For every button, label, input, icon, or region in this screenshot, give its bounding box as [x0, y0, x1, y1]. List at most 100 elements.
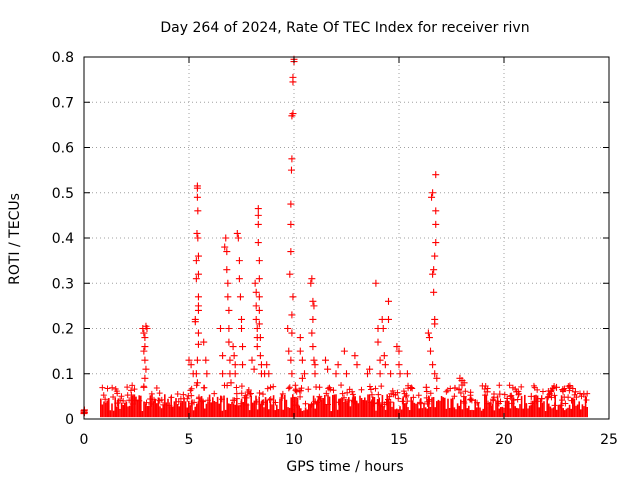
band-marker [410, 394, 417, 401]
data-point-marker [193, 193, 201, 201]
x-tick-label: 10 [285, 432, 303, 448]
data-points [80, 55, 588, 418]
band-marker [378, 383, 385, 390]
band-marker [211, 390, 218, 397]
data-point-marker [226, 356, 234, 364]
data-point-marker [236, 293, 244, 301]
band-marker [267, 395, 274, 402]
band-marker [124, 392, 131, 399]
band-marker [390, 391, 397, 398]
data-point-marker [289, 73, 297, 81]
band-marker [297, 393, 304, 400]
band-marker [551, 402, 558, 409]
band-marker [264, 385, 271, 392]
band-marker [270, 383, 277, 390]
band-marker [389, 387, 396, 394]
band-marker [423, 394, 430, 401]
data-point-marker [225, 325, 233, 332]
data-point-marker [381, 361, 389, 369]
band-marker [200, 398, 207, 405]
data-point-marker [288, 370, 296, 378]
data-point-marker [308, 275, 316, 283]
data-point-marker [194, 207, 202, 215]
band-marker [565, 394, 572, 401]
data-point-marker [372, 279, 380, 287]
data-point-marker [254, 220, 262, 228]
band-marker [583, 397, 590, 404]
data-point-marker [380, 352, 388, 360]
data-point-marker [296, 334, 304, 342]
band-marker [117, 397, 124, 404]
band-marker [143, 399, 150, 406]
data-point-marker [192, 275, 200, 283]
data-point-marker [430, 266, 438, 274]
band-marker [400, 388, 407, 395]
band-marker [408, 384, 415, 391]
band-marker [253, 398, 260, 405]
band-marker [147, 395, 154, 402]
band-marker [153, 384, 160, 391]
band-marker [417, 400, 424, 407]
data-point-marker [254, 239, 262, 247]
band-marker [131, 386, 138, 393]
axis-ticks [83, 56, 610, 420]
band-marker [233, 395, 240, 402]
data-point-marker [364, 370, 371, 378]
band-marker [245, 387, 252, 394]
band-marker [534, 386, 541, 393]
band-marker [457, 389, 464, 396]
band-marker [474, 399, 481, 406]
band-marker [539, 388, 546, 395]
baseline-band [99, 382, 591, 418]
band-marker [349, 388, 356, 395]
band-marker [160, 401, 167, 408]
data-point-marker [351, 352, 359, 360]
band-marker [534, 398, 541, 405]
data-point-marker [141, 343, 149, 351]
band-marker [104, 385, 111, 392]
data-point-marker [223, 248, 231, 256]
data-point-marker [235, 275, 243, 283]
band-marker [175, 398, 182, 405]
data-point-marker [353, 361, 361, 369]
band-marker [372, 385, 379, 392]
data-point-marker [194, 234, 202, 242]
data-point-marker [310, 356, 318, 364]
band-marker [312, 398, 319, 405]
band-marker [99, 384, 106, 391]
band-marker [456, 386, 463, 393]
data-point-marker [429, 361, 437, 369]
data-point-marker [222, 234, 230, 242]
data-point-marker [253, 343, 261, 351]
data-point-marker [385, 297, 392, 305]
data-point-marker [251, 279, 259, 287]
data-point-marker [289, 110, 297, 118]
band-marker [325, 385, 332, 392]
band-marker [266, 397, 273, 404]
band-marker [110, 394, 117, 401]
data-point-marker [224, 279, 232, 287]
band-marker [367, 386, 374, 393]
band-marker [461, 399, 468, 406]
data-point-marker [298, 356, 306, 364]
data-point-marker [229, 343, 237, 351]
band-marker [571, 391, 578, 398]
y-tick-label: 0.7 [52, 95, 74, 111]
band-marker [479, 382, 486, 389]
data-point-marker [141, 334, 149, 342]
y-tick-label: 0.3 [52, 276, 74, 292]
band-marker [120, 397, 127, 404]
data-point-marker [527, 392, 535, 400]
data-point-marker [432, 207, 440, 215]
band-marker [339, 390, 346, 397]
data-point-marker [506, 392, 514, 400]
data-point-marker [374, 338, 382, 346]
data-point-marker [424, 329, 432, 337]
band-marker [292, 386, 299, 393]
x-tick-label: 25 [600, 432, 618, 448]
band-marker [378, 401, 385, 408]
data-point-marker [140, 347, 148, 355]
band-marker [344, 398, 351, 405]
band-marker [124, 384, 131, 391]
data-point-marker [202, 356, 210, 364]
